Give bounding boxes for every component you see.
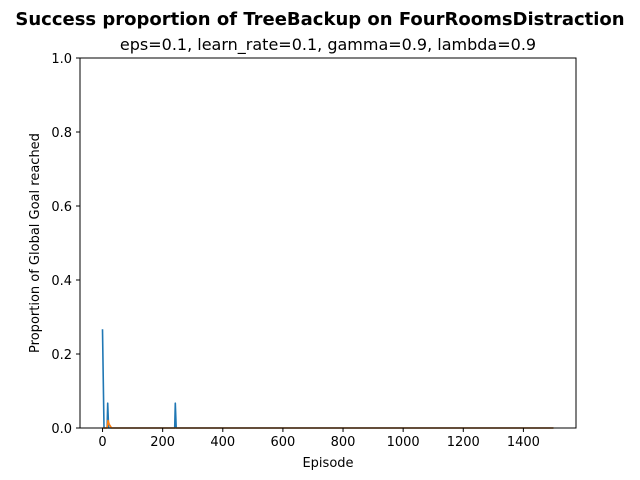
x-axis: 0 200 400 600 800 1000 1200 1400 [98,428,540,450]
x-tick-label-200: 200 [150,435,175,450]
x-tick-label-800: 800 [331,435,356,450]
series-line-1 [101,329,554,429]
series-line-2 [102,419,554,429]
x-tick-label-1200: 1200 [447,435,480,450]
y-axis-label: Proportion of Global Goal reached [28,133,43,353]
x-tick-label-400: 400 [210,435,235,450]
plot-area [101,329,554,429]
x-tick-label-0: 0 [98,435,106,450]
x-axis-label: Episode [302,456,353,471]
y-axis: 0.0 0.2 0.4 0.6 0.8 1.0 [51,52,80,437]
y-tick-label-2: 0.4 [51,274,72,289]
y-tick-label-1: 0.2 [51,348,72,363]
plot-frame [79,57,577,429]
x-tick-label-600: 600 [270,435,295,450]
x-tick-label-1400: 1400 [507,435,540,450]
y-tick-label-4: 0.8 [51,126,72,141]
x-tick-label-1000: 1000 [387,435,420,450]
y-tick-label-5: 1.0 [51,52,72,67]
y-tick-label-3: 0.6 [51,200,72,215]
chart-title: Success proportion of TreeBackup on Four… [15,9,624,30]
y-tick-label-0: 0.0 [51,422,72,437]
chart-subtitle: eps=0.1, learn_rate=0.1, gamma=0.9, lamb… [120,35,536,55]
